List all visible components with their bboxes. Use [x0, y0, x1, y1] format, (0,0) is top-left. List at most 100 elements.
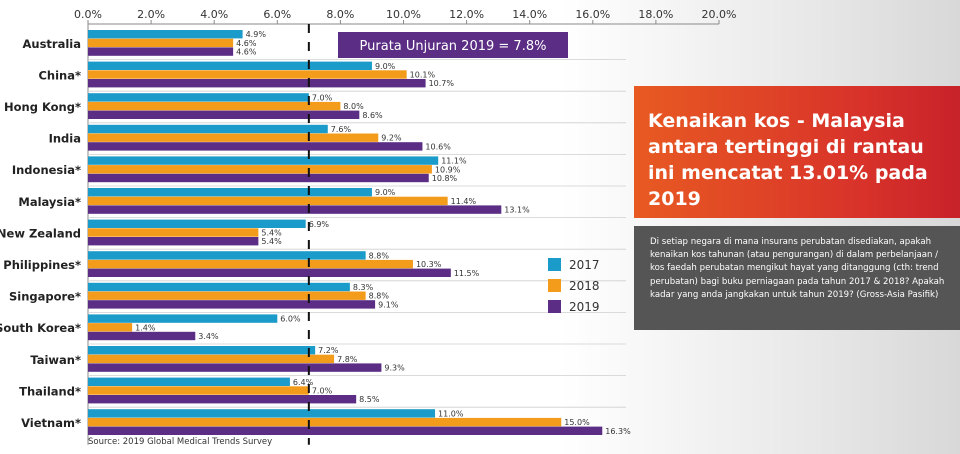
description-box: Di setiap negara di mana insurans peruba… — [634, 226, 960, 330]
data-label: 13.1% — [504, 206, 530, 215]
bar-2017 — [88, 314, 278, 323]
category-label: Hong Kong* — [4, 100, 81, 114]
headline-box: Kenaikan kos - Malaysia antara tertinggi… — [634, 86, 960, 218]
x-tick-label: 8.0% — [326, 8, 354, 21]
category-label: Vietnam* — [21, 416, 81, 430]
category-label: Philippines* — [3, 258, 81, 272]
data-label: 8.0% — [343, 102, 364, 111]
data-label: 6.9% — [309, 220, 330, 229]
legend-label: 2017 — [569, 258, 600, 272]
bar-2019 — [88, 300, 376, 309]
category-label: India — [49, 132, 81, 146]
average-reference: Purata Unjuran 2019 = 7.8% — [307, 24, 568, 445]
data-label: 5.4% — [261, 237, 282, 246]
bar-group: 4.9%4.6%4.6%9.0%10.1%10.7%7.0%8.0%8.6%7.… — [88, 30, 631, 436]
data-label: 3.4% — [198, 332, 219, 341]
data-label: 8.5% — [359, 395, 380, 404]
x-tick-label: 10.0% — [386, 8, 421, 21]
x-tick-label: 20.0% — [702, 8, 737, 21]
bar-2017 — [88, 251, 366, 260]
bar-2018 — [88, 133, 379, 142]
data-label: 15.0% — [564, 418, 590, 427]
data-label: 16.3% — [605, 427, 631, 436]
data-label: 11.5% — [454, 269, 480, 278]
data-label: 11.0% — [438, 409, 464, 418]
data-label: 10.6% — [425, 142, 451, 151]
x-tick-label: 2.0% — [137, 8, 165, 21]
legend-swatch — [548, 279, 561, 292]
data-label: 11.4% — [451, 197, 477, 206]
bar-2018 — [88, 291, 366, 300]
x-tick-label: 14.0% — [512, 8, 547, 21]
legend-label: 2019 — [569, 300, 600, 314]
bar-2019 — [88, 47, 234, 56]
bar-2018 — [88, 38, 234, 48]
data-label: 8.6% — [362, 111, 383, 120]
description-text: Di setiap negara di mana insurans peruba… — [650, 237, 945, 300]
data-label: 8.8% — [369, 251, 390, 260]
bar-2017 — [88, 282, 350, 292]
bar-2019 — [88, 173, 429, 183]
bar-2019 — [88, 205, 502, 214]
bar-2017 — [88, 219, 306, 228]
data-label: 6.0% — [280, 315, 301, 324]
bar-2017 — [88, 188, 372, 197]
x-axis: 0.0% 2.0% 4.0% 6.0% 8.0% 10.0% 12.0% 14.0% 16.0%… — [74, 8, 736, 445]
category-label: South Korea* — [0, 321, 81, 335]
bar-2019 — [88, 79, 426, 88]
data-label: 7.6% — [331, 125, 352, 134]
data-label: 9.3% — [384, 364, 405, 373]
category-label: China* — [38, 68, 81, 82]
data-label: 10.7% — [429, 79, 455, 88]
data-label: 9.2% — [381, 134, 402, 143]
bar-2018 — [88, 386, 309, 395]
bar-2017 — [88, 377, 290, 386]
average-label-text: Purata Unjuran 2019 = 7.8% — [360, 39, 547, 54]
bar-2019 — [88, 331, 196, 341]
data-label: 4.6% — [236, 48, 257, 57]
data-label: 10.9% — [435, 165, 461, 174]
legend-swatch — [548, 258, 561, 271]
bar-2018 — [88, 196, 448, 206]
category-label: New Zealand — [0, 226, 81, 240]
legend: 2017 2018 2019 — [548, 258, 600, 314]
bar-2017 — [88, 30, 243, 39]
data-label: 8.3% — [353, 283, 374, 292]
bar-2019 — [88, 268, 451, 277]
x-tick-label: 0.0% — [74, 8, 102, 21]
bar-2018 — [88, 323, 133, 332]
data-label: 7.0% — [312, 387, 333, 396]
bar-2019 — [88, 426, 603, 435]
bar-2017 — [88, 346, 316, 355]
x-tick-label: 6.0% — [263, 8, 291, 21]
bar-2018 — [88, 165, 432, 174]
data-label: 4.9% — [246, 30, 267, 39]
category-label: Australia — [22, 37, 81, 51]
x-tick-label: 4.0% — [200, 8, 228, 21]
bar-2019 — [88, 110, 360, 119]
data-label: 10.1% — [410, 71, 436, 80]
data-label: 6.4% — [293, 378, 314, 387]
category-label: Taiwan* — [30, 353, 81, 367]
data-label: 7.2% — [318, 346, 339, 355]
bar-2018 — [88, 259, 413, 269]
data-label: 9.0% — [375, 188, 396, 197]
bar-2019 — [88, 237, 259, 246]
bar-2019 — [88, 395, 357, 404]
bar-2018 — [88, 101, 341, 111]
data-label: 9.0% — [375, 62, 396, 71]
x-tick-label: 18.0% — [638, 8, 673, 21]
data-label: 11.1% — [441, 157, 467, 166]
bar-2017 — [88, 124, 328, 134]
bar-2018 — [88, 417, 562, 427]
legend-swatch — [548, 300, 561, 313]
bar-2019 — [88, 363, 382, 372]
bar-2018 — [88, 354, 335, 364]
legend-label: 2018 — [569, 279, 600, 293]
data-label: 1.4% — [135, 323, 156, 332]
bar-2017 — [88, 409, 436, 418]
category-label: Singapore* — [9, 290, 81, 304]
bar-2017 — [88, 93, 309, 102]
bar-2019 — [88, 142, 423, 151]
